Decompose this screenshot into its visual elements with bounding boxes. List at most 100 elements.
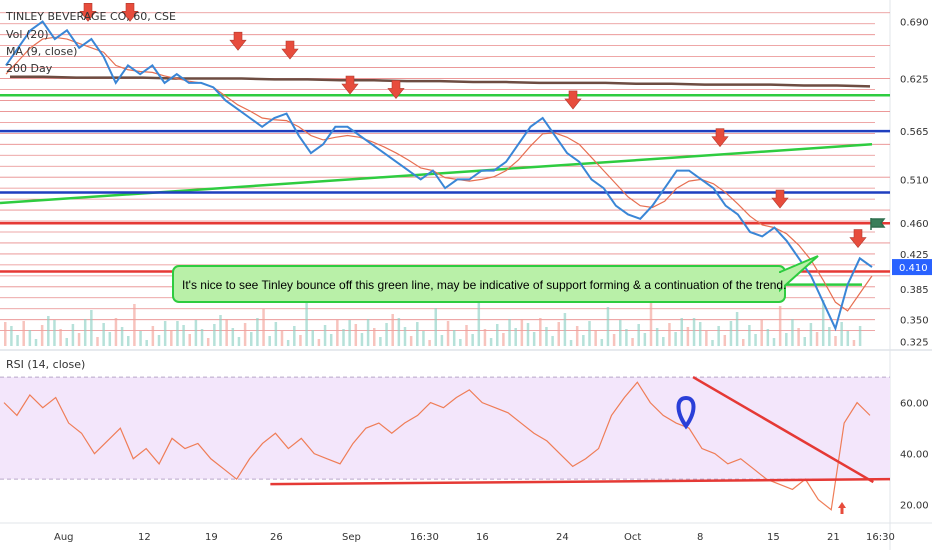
volume-bar <box>47 316 50 346</box>
time-tick-label: 26 <box>270 532 283 543</box>
flag-icon[interactable] <box>870 218 886 230</box>
down-arrow-icon <box>771 189 789 209</box>
volume-bar <box>299 335 302 346</box>
volume-bar <box>711 340 714 346</box>
annotation-text: It's nice to see Tinley bounce off this … <box>182 278 786 292</box>
volume-bar <box>440 335 444 346</box>
volume-bar <box>65 338 68 346</box>
volume-bar <box>785 333 788 346</box>
volume-bar <box>151 326 155 346</box>
price-tick-label: 0.690 <box>900 18 929 29</box>
volume-bar <box>317 339 321 346</box>
volume-bar <box>385 323 388 346</box>
volume-bar <box>280 331 284 346</box>
volume-bar <box>231 328 235 346</box>
volume-bar <box>59 329 62 346</box>
volume-bar <box>840 322 843 346</box>
volume-bar <box>631 338 634 346</box>
volume-bar <box>526 323 530 346</box>
ma-indicator-label[interactable]: MA (9, close) <box>6 45 77 58</box>
volume-bar <box>28 330 32 346</box>
down-arrow-icon <box>121 2 139 22</box>
volume-bar <box>256 318 259 346</box>
volume-bar <box>133 304 136 346</box>
volume-bar <box>71 324 75 346</box>
ma200-indicator-label[interactable]: 200 Day <box>6 62 53 75</box>
rsi-support-trendline[interactable] <box>270 477 891 486</box>
volume-bar <box>120 327 124 346</box>
price-tick-label: 0.425 <box>900 250 929 261</box>
volume-bar <box>452 330 456 346</box>
volume-bar <box>194 320 198 346</box>
time-tick-label: 24 <box>556 532 569 543</box>
annotation-callout[interactable]: It's nice to see Tinley bounce off this … <box>172 255 819 303</box>
volume-bar <box>53 320 56 346</box>
axis-layers: 0.690 0.625 0.565 0.510 0.460 0.425 0.385 0.350… <box>54 18 932 543</box>
volume-bar <box>575 326 579 346</box>
volume-bar <box>754 334 757 346</box>
volume-bar <box>582 335 585 346</box>
price-tick-label: 0.460 <box>900 219 929 230</box>
volume-bar <box>219 315 222 346</box>
volume-bar <box>428 340 431 346</box>
volume-bar <box>145 340 148 346</box>
volume-bar <box>803 337 806 346</box>
rsi-tick-label: 40.00 <box>900 450 929 461</box>
volume-bar <box>489 338 493 346</box>
volume-bar <box>114 318 118 346</box>
volume-bar <box>360 333 364 346</box>
volume-bar <box>748 325 751 346</box>
volume-bar <box>286 340 290 346</box>
time-tick-label: 19 <box>205 532 218 543</box>
volume-bar <box>293 326 296 346</box>
volume-bar <box>311 330 314 346</box>
volume-bar <box>170 330 173 346</box>
volume-bar <box>557 322 560 346</box>
time-tick-label: 16:30 <box>410 532 439 543</box>
volume-bar <box>188 334 191 346</box>
ma200-line <box>10 75 871 88</box>
price-tick-label: 0.625 <box>900 75 929 86</box>
last-price-badge <box>892 259 932 276</box>
down-arrow-icon <box>341 75 359 95</box>
down-arrow-icon <box>564 90 582 110</box>
volume-bar <box>465 325 468 346</box>
price-tick-label: 0.385 <box>900 285 929 296</box>
down-arrow-icon <box>229 31 247 51</box>
time-tick-label: 8 <box>697 532 703 543</box>
time-tick-label: 12 <box>138 532 151 543</box>
down-arrow-icon <box>387 80 405 99</box>
volume-bar <box>545 327 548 346</box>
volume-bar <box>858 326 862 346</box>
volume-bar <box>237 337 241 346</box>
rsi-tick-label: 60.00 <box>900 399 929 410</box>
volume-bar <box>108 332 112 346</box>
time-tick-label: Aug <box>54 532 74 543</box>
volume-bar <box>434 308 437 346</box>
volume-bar <box>102 323 105 346</box>
volume-bar <box>766 329 770 346</box>
rsi-resistance-trendline[interactable] <box>692 376 874 484</box>
volume-bar <box>729 321 733 346</box>
volume-bar <box>127 336 130 346</box>
volume-bar <box>606 307 610 346</box>
volume-bar <box>225 319 228 346</box>
volume-bar <box>674 332 677 346</box>
volume-bar <box>34 339 38 346</box>
price-line <box>5 20 873 332</box>
time-tick-label: 16:30 <box>866 532 895 543</box>
down-arrow-icon <box>711 128 729 148</box>
volume-bar <box>551 336 554 346</box>
location-pin-icon <box>676 395 696 430</box>
volume-bar <box>139 331 142 346</box>
volume-bar <box>797 328 800 346</box>
volume-bar <box>532 332 536 346</box>
volume-bar <box>692 318 696 346</box>
volume-bar <box>305 303 308 346</box>
volume-bar <box>649 301 653 346</box>
volume-bar <box>243 323 247 346</box>
rsi-indicator-label[interactable]: RSI (14, close) <box>6 358 85 371</box>
volume-indicator-label[interactable]: Vol (20) <box>6 28 49 41</box>
volume-bar <box>705 331 708 346</box>
